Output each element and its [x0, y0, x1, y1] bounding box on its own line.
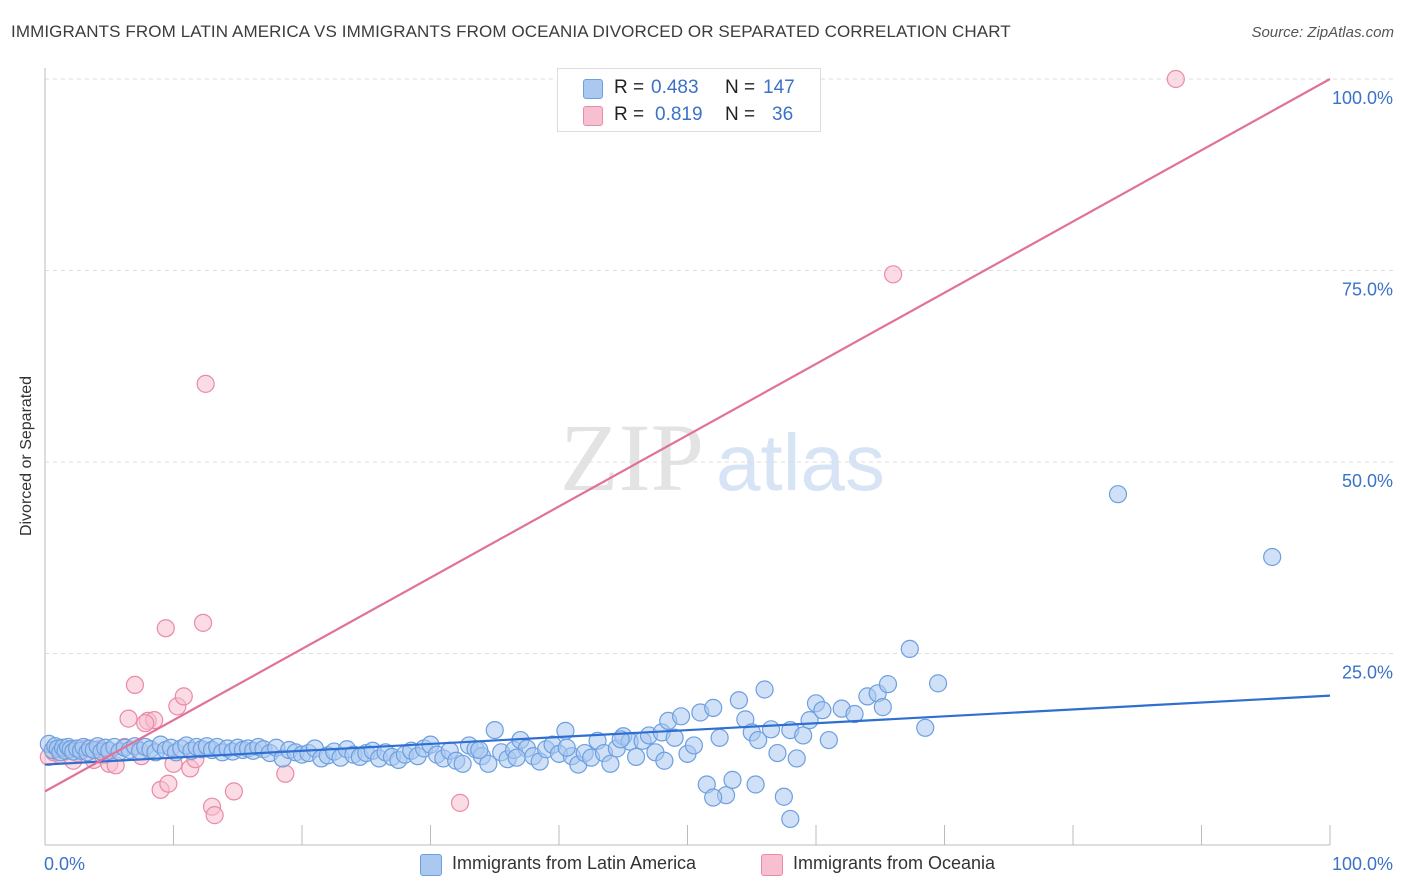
pink-data-point	[196, 374, 215, 393]
blue-data-point	[479, 754, 498, 773]
blue-data-point	[557, 738, 576, 757]
latin-america-points	[39, 485, 1282, 829]
pink-data-point	[276, 764, 295, 783]
blue-data-point	[655, 751, 674, 770]
blue-swatch	[583, 79, 603, 99]
pink-data-point	[224, 782, 243, 801]
blue-data-point	[749, 730, 768, 750]
blue-data-point	[819, 730, 838, 750]
n-value: 147	[763, 77, 795, 98]
chart-title: IMMIGRANTS FROM LATIN AMERICA VS IMMIGRA…	[11, 22, 1011, 41]
pink-data-point	[883, 265, 903, 284]
legend-swatch-pink	[761, 854, 783, 876]
blue-data-point	[845, 704, 864, 724]
blue-data-point	[1108, 485, 1128, 504]
blue-data-point	[507, 748, 526, 767]
pink-data-point	[119, 709, 138, 728]
blue-data-point	[485, 720, 504, 740]
blue-data-point	[873, 698, 892, 717]
blue-data-point	[787, 749, 806, 768]
source-credit: Source: ZipAtlas.com	[1251, 24, 1394, 41]
pink-data-point	[156, 619, 175, 638]
blue-data-point	[671, 707, 691, 726]
pink-data-point	[193, 613, 213, 632]
n-label: N =	[725, 104, 756, 125]
tick-labels: 25.0% 50.0% 75.0% 100.0% 0.0% 100.0%	[44, 88, 1393, 874]
r-value: 0.819	[655, 104, 703, 125]
blue-data-point	[916, 718, 935, 737]
legend-label: Immigrants from Oceania	[793, 853, 996, 873]
blue-data-point	[755, 680, 774, 699]
y-tick-label: 75.0%	[1342, 280, 1393, 300]
y-tick-label: 50.0%	[1342, 471, 1393, 491]
blue-data-point	[723, 770, 742, 789]
pink-trend-line	[44, 78, 1331, 793]
blue-data-point	[611, 730, 630, 749]
blue-data-point	[813, 701, 832, 720]
blue-data-point	[470, 740, 489, 760]
blue-data-point	[928, 674, 948, 693]
legend-label: Immigrants from Latin America	[452, 853, 697, 873]
r-value: 0.483	[651, 77, 699, 98]
pink-data-point	[125, 675, 145, 695]
blue-data-point	[704, 788, 723, 807]
gridlines	[45, 78, 1394, 654]
blue-data-point	[710, 728, 729, 747]
blue-data-point	[768, 743, 787, 763]
n-value: 36	[772, 104, 794, 125]
blue-data-point	[761, 720, 781, 739]
y-axis-label: Divorced or Separated	[18, 375, 35, 537]
y-tick-label: 25.0%	[1342, 663, 1393, 683]
blue-data-point	[781, 809, 800, 829]
blue-data-point	[729, 691, 749, 710]
blue-data-point	[665, 728, 684, 747]
blue-data-point	[601, 754, 620, 773]
blue-data-point	[900, 639, 919, 659]
watermark: ZIP atlas	[560, 404, 885, 511]
r-label: R =	[614, 104, 645, 125]
blue-data-point	[878, 675, 898, 694]
pink-data-point	[174, 687, 193, 706]
pink-data-point	[1166, 69, 1185, 89]
pink-data-point	[136, 714, 155, 733]
y-tick-label: 100.0%	[1332, 88, 1393, 108]
pink-data-point	[159, 774, 178, 793]
blue-data-point	[626, 747, 646, 767]
x-tick-label-max: 100.0%	[1332, 854, 1393, 874]
blue-trend-line	[44, 694, 1331, 766]
blue-data-point	[704, 698, 723, 717]
blue-data-point	[453, 754, 472, 773]
trend-lines	[44, 78, 1331, 793]
blue-data-point	[746, 775, 765, 794]
pink-data-point	[205, 806, 224, 825]
axes	[44, 68, 1331, 846]
blue-data-point	[794, 726, 813, 745]
x-tick-label-min: 0.0%	[44, 854, 85, 874]
correlation-stats-box: R = 0.483 N = 147 R = 0.819 N = 36	[557, 68, 821, 132]
blue-data-point	[774, 787, 793, 806]
blue-data-point	[1263, 547, 1282, 567]
pink-swatch	[583, 106, 603, 126]
blue-data-point	[684, 736, 704, 755]
legend-swatch-blue	[420, 854, 442, 876]
n-label: N =	[725, 77, 756, 98]
r-label: R =	[614, 77, 645, 98]
pink-data-point	[450, 793, 470, 812]
